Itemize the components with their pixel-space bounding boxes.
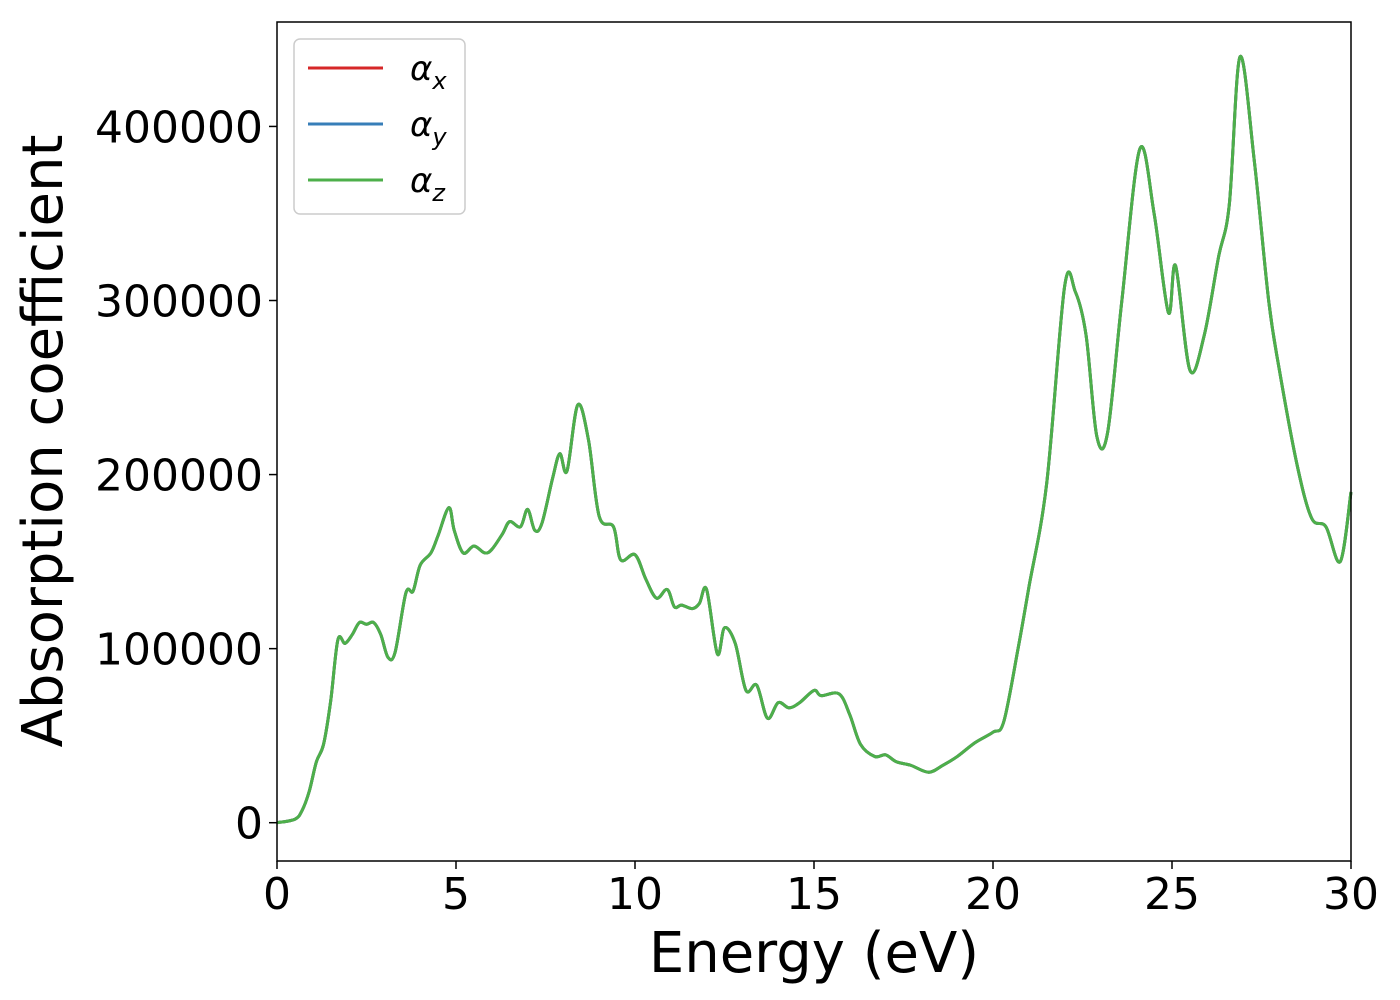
- x-tick-label: 10: [607, 869, 663, 920]
- x-tick-label: 0: [263, 869, 291, 920]
- legend: αx αy αz: [293, 38, 466, 215]
- x-tick-label: 5: [442, 869, 470, 920]
- y-tick-label: 200000: [95, 451, 263, 502]
- x-tick-label: 15: [786, 869, 842, 920]
- y-axis: 0 100000 200000 300000 400000: [95, 102, 277, 850]
- x-tick-label: 30: [1323, 869, 1379, 920]
- y-tick-label: 400000: [95, 102, 263, 153]
- legend-label: αx: [410, 49, 447, 95]
- x-axis-title: Energy (eV): [649, 921, 979, 986]
- x-tick-label: 20: [965, 869, 1021, 920]
- y-axis-title: Absorption coefficient: [11, 135, 76, 748]
- legend-box: [293, 38, 466, 215]
- x-tick-label: 25: [1144, 869, 1200, 920]
- legend-label: αz: [410, 161, 446, 207]
- x-axis: 0 5 10 15 20 25 30: [263, 861, 1379, 920]
- series-line-αz: [276, 55, 1353, 825]
- y-tick-label: 100000: [95, 625, 263, 676]
- legend-label: αy: [410, 105, 447, 151]
- y-tick-label: 300000: [95, 277, 263, 328]
- y-tick-label: 0: [235, 799, 263, 850]
- series-layer: [276, 55, 1353, 825]
